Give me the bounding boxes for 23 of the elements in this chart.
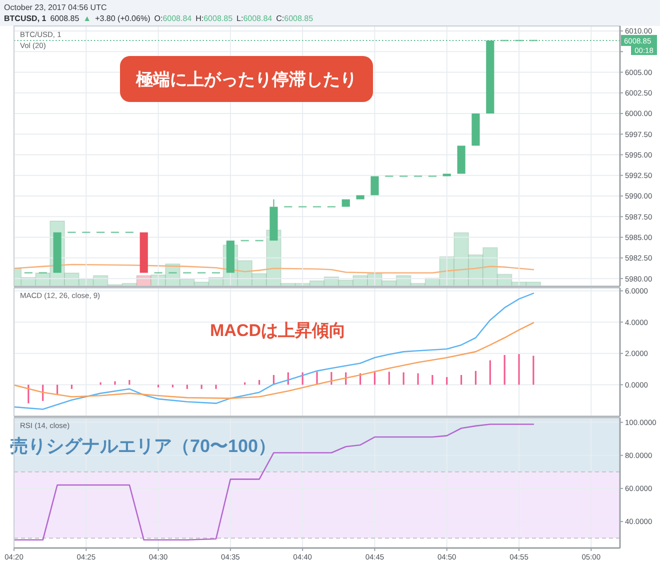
text: BTCUSD, 1	[4, 14, 47, 23]
text: 6008.85	[50, 14, 80, 23]
candlestick	[140, 232, 148, 273]
text: O:6008.84	[154, 14, 192, 23]
candlestick	[356, 195, 364, 200]
text: H:6008.85	[196, 14, 234, 23]
candlestick	[270, 198, 278, 241]
annotation: 極端に上がったり停滞したり	[135, 70, 357, 89]
candlestick	[53, 232, 62, 273]
candlestick	[342, 199, 350, 207]
text: +3.80 (+0.06%)	[95, 14, 151, 23]
annotation: MACDは上昇傾向	[210, 321, 346, 340]
chart-subtitle: October 23, 2017 04:56 UTC	[4, 3, 107, 12]
candlestick	[226, 240, 234, 273]
text: ▲	[83, 14, 92, 23]
line-series	[14, 322, 534, 399]
text: L:6008.84	[236, 14, 273, 23]
candlestick	[370, 176, 379, 196]
line-series	[14, 292, 534, 410]
candlestick	[472, 113, 480, 146]
candlestick	[457, 146, 466, 174]
candlestick	[442, 174, 451, 176]
text: C:6008.85	[276, 14, 314, 23]
